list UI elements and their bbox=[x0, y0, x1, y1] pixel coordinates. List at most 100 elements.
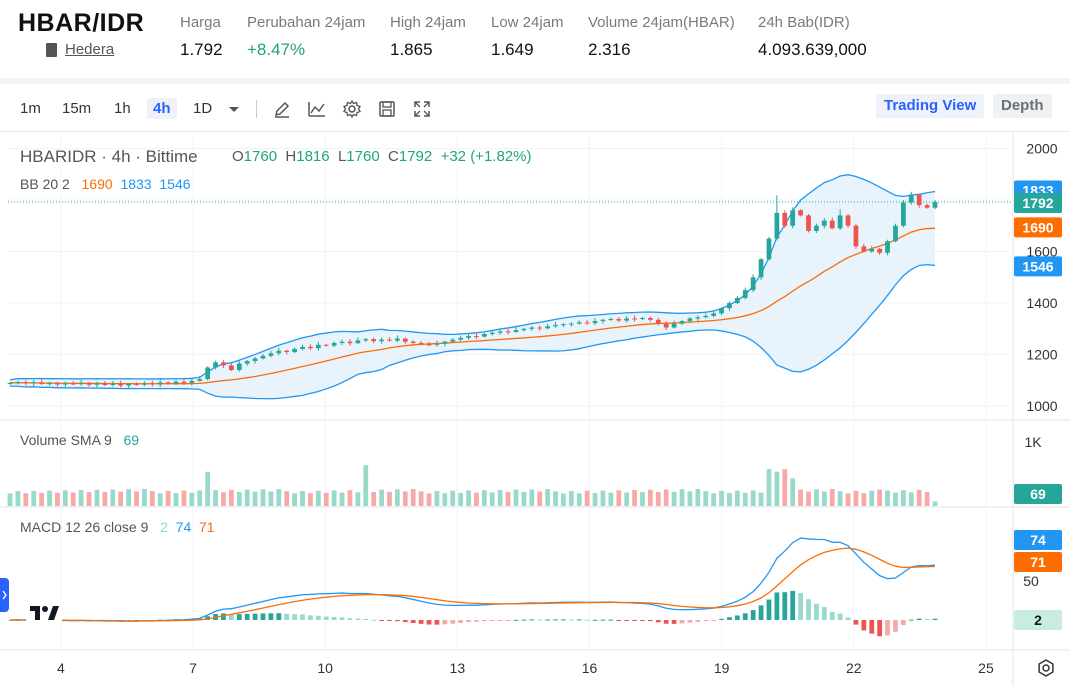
ohlc-change: +32 (+1.82%) bbox=[440, 148, 532, 165]
indicator-icon[interactable] bbox=[307, 99, 327, 119]
volume-bar bbox=[31, 490, 37, 506]
macd-hist-bar bbox=[347, 618, 353, 620]
macd-hist-bar bbox=[450, 620, 456, 624]
volume-bar bbox=[189, 492, 195, 506]
volume-bar bbox=[703, 491, 709, 506]
depth-button[interactable]: Depth bbox=[993, 94, 1052, 118]
asset-name-link[interactable]: Hedera bbox=[65, 41, 115, 58]
candle-body bbox=[497, 331, 503, 333]
candle-body bbox=[505, 331, 511, 333]
candle-body bbox=[766, 238, 772, 260]
timeframe-1m[interactable]: 1m bbox=[20, 100, 41, 117]
macd-hist-bar bbox=[766, 599, 772, 620]
volume-bar bbox=[134, 491, 139, 506]
volume-bar bbox=[553, 491, 558, 506]
candle-body bbox=[679, 321, 685, 324]
volume-bar bbox=[94, 489, 100, 506]
macd-hist-bar bbox=[758, 605, 764, 620]
macd-hist-bar bbox=[434, 620, 440, 625]
stat-label: Harga bbox=[180, 14, 221, 31]
volume-bar bbox=[221, 492, 226, 506]
stat-label: 24h Bab(IDR) bbox=[758, 14, 850, 31]
candle-body bbox=[134, 383, 139, 385]
volume-bar bbox=[616, 490, 622, 506]
volume-bar bbox=[513, 489, 519, 506]
volume-bar bbox=[505, 492, 511, 506]
candle-body bbox=[758, 259, 764, 278]
candle-body bbox=[545, 326, 550, 329]
macd-hist-bar bbox=[687, 620, 693, 623]
macd-hist-bar bbox=[655, 620, 661, 623]
volume-tag-bg bbox=[1014, 484, 1062, 504]
candle-body bbox=[671, 323, 677, 328]
macd-hist-bar bbox=[671, 620, 677, 624]
candle-body bbox=[821, 220, 827, 226]
tradingview-logo bbox=[26, 598, 62, 626]
candle-body bbox=[149, 383, 155, 385]
macd-hist-bar bbox=[853, 620, 859, 625]
macd-hist-bar bbox=[916, 618, 922, 620]
candle-body bbox=[205, 367, 211, 380]
volume-bar bbox=[86, 492, 92, 506]
volume-bar bbox=[418, 491, 424, 506]
candle-body bbox=[814, 225, 819, 231]
candle-body bbox=[142, 383, 147, 385]
volume-bar bbox=[268, 491, 274, 506]
settings-icon[interactable] bbox=[342, 99, 362, 119]
macd-hist-bar bbox=[727, 617, 732, 620]
candle-body bbox=[790, 210, 796, 226]
side-panel-toggle[interactable] bbox=[0, 578, 9, 612]
last-price-tag-text: 1792 bbox=[1022, 195, 1053, 211]
draw-icon[interactable] bbox=[272, 99, 292, 119]
stat-label: Perubahan 24jam bbox=[247, 14, 366, 31]
x-tick-label: 10 bbox=[317, 660, 333, 676]
volume-bar bbox=[821, 491, 827, 506]
trading-view-button[interactable]: Trading View bbox=[876, 94, 985, 118]
candle-body bbox=[655, 319, 661, 324]
candle-body bbox=[782, 212, 788, 226]
volume-tag-text: 69 bbox=[1030, 486, 1046, 502]
chart-axes: 2000180016001400120010001K50471013161922… bbox=[57, 140, 1062, 676]
timeframe-15m[interactable]: 15m bbox=[62, 100, 92, 117]
candle-body bbox=[236, 363, 242, 371]
candles bbox=[7, 191, 1013, 389]
volume-bar bbox=[932, 501, 938, 506]
candle-body bbox=[86, 382, 92, 385]
volume-bar bbox=[829, 489, 835, 506]
volume-bar bbox=[426, 493, 432, 506]
macd-hist-bar bbox=[268, 613, 274, 620]
volume-bar bbox=[845, 493, 851, 506]
volume-bar bbox=[893, 492, 898, 506]
volume-bar bbox=[624, 492, 630, 506]
candle-body bbox=[734, 297, 740, 304]
stat-value: 1.792 bbox=[180, 40, 223, 59]
volume-bar bbox=[118, 491, 124, 506]
signal-tag: 71 bbox=[1014, 552, 1062, 572]
candle-body bbox=[94, 383, 100, 385]
chart-settings-icon[interactable] bbox=[1036, 658, 1056, 678]
fullscreen-icon[interactable] bbox=[412, 99, 432, 119]
candle-body bbox=[31, 382, 37, 384]
ohlc-h-label: H bbox=[285, 148, 297, 165]
candle-body bbox=[632, 318, 637, 320]
stat-label: Low 24jam bbox=[491, 14, 564, 31]
volume-bar bbox=[750, 490, 756, 506]
candle-body bbox=[695, 317, 701, 319]
chart-canvas[interactable]: 2000180016001400120010001K50471013161922… bbox=[0, 133, 1070, 686]
price-tick-label: 1000 bbox=[1026, 398, 1057, 414]
macd-hist-bar bbox=[260, 613, 266, 620]
volume-bar bbox=[442, 493, 448, 506]
volume-bar bbox=[648, 489, 653, 506]
volume-bar bbox=[497, 489, 503, 506]
volume-bar bbox=[62, 490, 68, 506]
timeframe-1d[interactable]: 1D bbox=[193, 100, 213, 117]
timeframe-1h[interactable]: 1h bbox=[114, 100, 131, 117]
chart-area[interactable]: 2000180016001400120010001K50471013161922… bbox=[0, 133, 1070, 686]
price-tick-label: 2000 bbox=[1026, 140, 1057, 156]
volume-bar bbox=[679, 489, 685, 506]
macd-hist-bar bbox=[402, 620, 408, 623]
timeframe-4h[interactable]: 4h bbox=[147, 98, 177, 119]
save-icon[interactable] bbox=[377, 99, 397, 119]
volume-bar bbox=[339, 492, 345, 506]
chevron-down-icon[interactable] bbox=[226, 101, 242, 117]
